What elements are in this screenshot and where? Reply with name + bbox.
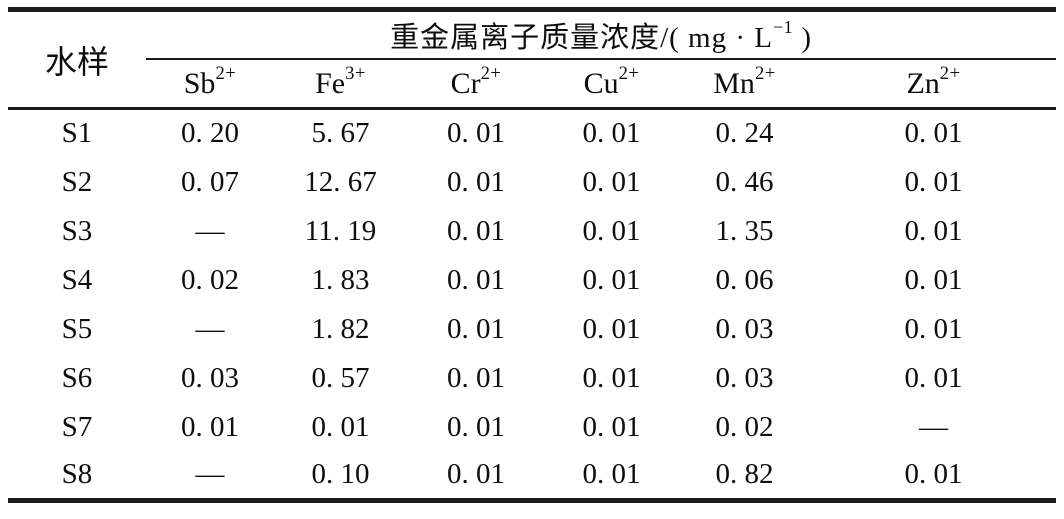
value-cell: 0. 07 (181, 165, 239, 198)
group-header-close-paren: ) (793, 21, 813, 54)
value-cell: — (195, 312, 225, 345)
value-cell: 0. 01 (311, 410, 370, 443)
table-row: S4 0. 02 1. 83 0. 01 0. 01 0. 06 0. 01 (8, 256, 1056, 305)
value-cell: 1. 82 (311, 312, 370, 345)
value-cell: — (919, 410, 949, 443)
ion-charge: 3+ (345, 62, 366, 84)
value-cell: 0. 03 (181, 361, 239, 394)
value-cell: 0. 01 (447, 117, 505, 150)
value-cell: 0. 01 (447, 458, 505, 491)
ion-symbol: Fe (315, 66, 346, 100)
sample-id-cell: S7 (61, 410, 93, 443)
table-row: S7 0. 01 0. 01 0. 01 0. 01 0. 02 — (8, 403, 1056, 452)
ion-charge: 2+ (618, 62, 640, 84)
value-cell: 0. 01 (904, 312, 963, 345)
ion-symbol: Zn (906, 66, 940, 100)
group-header-text: 重金属离子质量浓度/( mg · L (390, 21, 773, 54)
value-cell: 0. 20 (181, 117, 239, 150)
table-row: S1 0. 20 5. 67 0. 01 0. 01 0. 24 0. 01 (8, 109, 1056, 158)
value-cell: 0. 02 (715, 410, 774, 443)
value-cell: 0. 01 (447, 361, 505, 394)
value-cell: 12. 67 (304, 165, 377, 198)
value-cell: 0. 01 (447, 165, 505, 198)
value-cell: 0. 03 (715, 361, 774, 394)
value-cell: 0. 01 (582, 458, 641, 491)
value-cell: 0. 10 (311, 458, 370, 491)
group-header-unit-exponent: −1 (772, 17, 794, 38)
value-cell: — (195, 214, 225, 247)
sample-id-cell: S3 (61, 214, 93, 247)
table-row: S5 — 1. 82 0. 01 0. 01 0. 03 0. 01 (8, 305, 1056, 354)
value-cell: 0. 01 (447, 214, 505, 247)
column-header-sb: Sb2+ (146, 58, 274, 110)
ion-charge: 2+ (215, 62, 237, 84)
value-cell: 1. 83 (311, 263, 370, 296)
value-cell: 0. 01 (904, 263, 963, 296)
column-header-zn: Zn2+ (811, 58, 1057, 110)
ion-symbol: Mn (713, 66, 755, 100)
table-row: S3 — 11. 19 0. 01 0. 01 1. 35 0. 01 (8, 207, 1056, 256)
value-cell: 0. 01 (582, 312, 641, 345)
column-header-cr: Cr2+ (407, 58, 545, 110)
value-cell: 0. 01 (904, 117, 963, 150)
value-cell: 0. 01 (904, 214, 963, 247)
value-cell: 0. 01 (447, 410, 505, 443)
value-cell: 0. 01 (904, 458, 963, 491)
ion-charge: 2+ (939, 62, 961, 84)
table-body: S1 0. 20 5. 67 0. 01 0. 01 0. 24 0. 01 S2 0. 07 1… (8, 109, 1056, 501)
value-cell: 1. 35 (715, 214, 774, 247)
table-row: S6 0. 03 0. 57 0. 01 0. 01 0. 03 0. 01 (8, 354, 1056, 403)
sample-id-cell: S4 (61, 263, 93, 296)
value-cell: 0. 01 (904, 165, 963, 198)
group-header-concentration: 重金属离子质量浓度/( mg · L−1 ) (146, 9, 1057, 60)
sample-id-cell: S5 (61, 312, 93, 345)
value-cell: 0. 01 (582, 263, 641, 296)
value-cell: 0. 46 (715, 165, 774, 198)
value-cell: 0. 01 (582, 165, 641, 198)
ion-charge: 2+ (754, 62, 776, 84)
value-cell: 5. 67 (311, 117, 370, 150)
sample-id-cell: S2 (61, 165, 93, 198)
heavy-metal-concentration-table: 水样 重金属离子质量浓度/( mg · L−1 ) Sb2+ Fe3+ Cr2+… (8, 7, 1057, 503)
ion-header-row: Sb2+ Fe3+ Cr2+ Cu2+ Mn2+ Zn2+ (8, 58, 1057, 110)
value-cell: 0. 01 (582, 117, 641, 150)
ion-charge: 2+ (480, 62, 502, 84)
value-cell: 11. 19 (304, 214, 377, 247)
sample-id-cell: S8 (61, 458, 93, 491)
sample-id-cell: S1 (61, 117, 93, 150)
table-header: 水样 重金属离子质量浓度/( mg · L−1 ) Sb2+ Fe3+ Cr2+… (8, 9, 1057, 110)
value-cell: 0. 01 (447, 263, 505, 296)
value-cell: 0. 57 (311, 361, 370, 394)
value-cell: 0. 82 (715, 458, 774, 491)
ion-symbol: Cr (450, 66, 481, 100)
table-row: S2 0. 07 12. 67 0. 01 0. 01 0. 46 0. 01 (8, 158, 1056, 207)
column-header-fe: Fe3+ (274, 58, 407, 110)
value-cell: 0. 01 (582, 214, 641, 247)
value-cell: 0. 24 (715, 117, 774, 150)
value-cell: 0. 01 (181, 410, 239, 443)
value-cell: 0. 01 (582, 410, 641, 443)
value-cell: 0. 03 (715, 312, 774, 345)
value-cell: 0. 01 (904, 361, 963, 394)
ion-symbol: Sb (183, 66, 216, 100)
column-header-mn: Mn2+ (678, 58, 811, 110)
value-cell: 0. 06 (715, 263, 774, 296)
table-row: S8 — 0. 10 0. 01 0. 01 0. 82 0. 01 (8, 452, 1056, 501)
column-header-cu: Cu2+ (545, 58, 678, 110)
value-cell: 0. 02 (181, 263, 239, 296)
group-header-row: 水样 重金属离子质量浓度/( mg · L−1 ) (8, 9, 1057, 110)
sample-id-cell: S6 (61, 361, 93, 394)
value-cell: — (195, 458, 225, 491)
value-cell: 0. 01 (447, 312, 505, 345)
value-cell: 0. 01 (582, 361, 641, 394)
corner-header-water-sample: 水样 (8, 9, 146, 110)
ion-symbol: Cu (583, 66, 619, 100)
